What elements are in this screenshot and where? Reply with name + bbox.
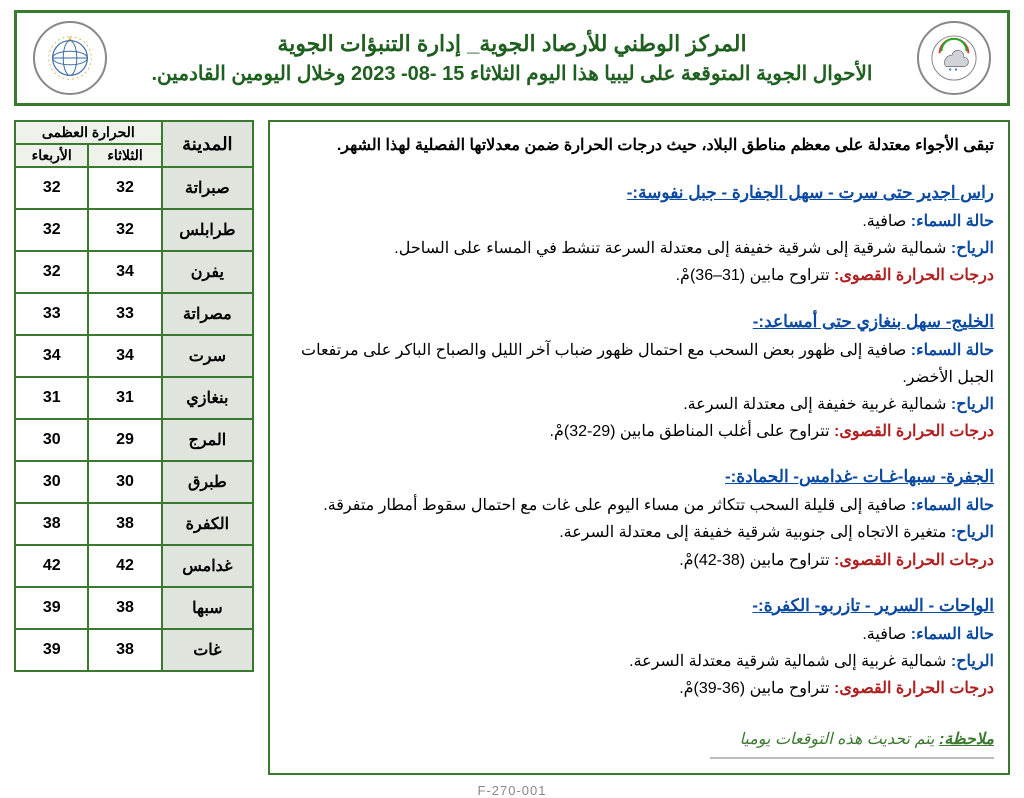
cell-day1: 32 [88,167,161,209]
region-title: الجفرة- سبها-غـات -غدامس- الحمادة: [284,463,994,492]
table-row: طرابلس3232 [15,209,253,251]
cell-day2: 39 [15,629,88,671]
cell-day2: 32 [15,167,88,209]
cell-day1: 30 [88,461,161,503]
region-wind: الرياح: شمالية شرقية إلى شرقية خفيفة إلى… [284,235,994,262]
footer-code: F-270-001 [14,783,1010,798]
header-line1: المركز الوطني للأرصاد الجوية_ إدارة التن… [107,31,917,57]
region-temp: درجات الحرارة القصوى: تتراوح مابين (36-3… [284,675,994,702]
cell-day1: 38 [88,587,161,629]
cell-day1: 33 [88,293,161,335]
table-row: بنغازي3131 [15,377,253,419]
cell-city: سرت [162,335,253,377]
table-body: صبراتة3232طرابلس3232يفرن3432مصراتة3333سر… [15,167,253,671]
cell-day2: 39 [15,587,88,629]
cell-city: سبها [162,587,253,629]
table-row: صبراتة3232 [15,167,253,209]
table-row: مصراتة3333 [15,293,253,335]
region-temp: درجات الحرارة القصوى: تتراوح على أغلب ال… [284,418,994,445]
region-block: الواحات - السرير - تازربو- الكفرة:حالة ا… [284,592,994,702]
header-box: المركز الوطني للأرصاد الجوية_ إدارة التن… [14,10,1010,106]
region-sky: حالة السماء: صافية إلى ظهور بعض السحب مع… [284,337,994,391]
table-row: سبها3839 [15,587,253,629]
table-panel: المدينة الحرارة العظمى الثلاثاء الأربعاء… [14,120,254,672]
region-wind: الرياح: شمالية غربية خفيفة إلى معتدلة ال… [284,391,994,418]
note-line: ملاحظة: يتم تحديث هذه التوقعات يوميا [284,726,994,753]
note-divider [710,757,994,759]
th-city: المدينة [162,121,253,167]
table-row: سرت3434 [15,335,253,377]
cell-day2: 42 [15,545,88,587]
th-day2: الأربعاء [15,144,88,167]
region-title: الواحات - السرير - تازربو- الكفرة: [284,592,994,621]
cell-day1: 38 [88,503,161,545]
table-row: غات3839 [15,629,253,671]
main-row: تبقى الأجواء معتدلة على معظم مناطق البلا… [14,120,1010,775]
table-row: الكفرة3838 [15,503,253,545]
cell-day1: 32 [88,209,161,251]
header-text: المركز الوطني للأرصاد الجوية_ إدارة التن… [107,31,917,86]
forecast-panel: تبقى الأجواء معتدلة على معظم مناطق البلا… [268,120,1010,775]
region-sky: حالة السماء: صافية. [284,208,994,235]
region-temp: درجات الحرارة القصوى: تتراوح مابين (31–3… [284,262,994,289]
logo-wmo-icon [33,21,107,95]
cell-city: مصراتة [162,293,253,335]
table-row: يفرن3432 [15,251,253,293]
cell-city: يفرن [162,251,253,293]
region-wind: الرياح: متغيرة الاتجاه إلى جنوبية شرقية … [284,519,994,546]
region-block: الخليج- سهل بنغازي حتى أمساعد:حالة السما… [284,308,994,446]
region-block: الجفرة- سبها-غـات -غدامس- الحمادة:حالة ا… [284,463,994,573]
cell-day1: 31 [88,377,161,419]
note-label: ملاحظة: [939,731,994,748]
temperature-table: المدينة الحرارة العظمى الثلاثاء الأربعاء… [14,120,254,672]
cell-city: طبرق [162,461,253,503]
table-row: المرج2930 [15,419,253,461]
cell-city: بنغازي [162,377,253,419]
cell-city: الكفرة [162,503,253,545]
cell-day2: 30 [15,461,88,503]
cell-city: غدامس [162,545,253,587]
region-title: الخليج- سهل بنغازي حتى أمساعد: [284,308,994,337]
cell-day2: 33 [15,293,88,335]
intro-text: تبقى الأجواء معتدلة على معظم مناطق البلا… [284,132,994,159]
logo-nmc-icon [917,21,991,95]
regions-host: راس اجدير حتى سرت - سهل الجفارة - جبل نف… [284,179,994,702]
cell-day2: 34 [15,335,88,377]
cell-day2: 32 [15,251,88,293]
cell-day2: 31 [15,377,88,419]
region-temp: درجات الحرارة القصوى: تتراوح مابين (38-4… [284,547,994,574]
cell-day2: 32 [15,209,88,251]
cell-day2: 30 [15,419,88,461]
cell-city: المرج [162,419,253,461]
cell-city: غات [162,629,253,671]
region-title: راس اجدير حتى سرت - سهل الجفارة - جبل نف… [284,179,994,208]
cell-day1: 34 [88,251,161,293]
note-text: يتم تحديث هذه التوقعات يوميا [740,731,935,748]
th-day1: الثلاثاء [88,144,161,167]
table-row: غدامس4242 [15,545,253,587]
region-sky: حالة السماء: صافية إلى قليلة السحب تتكاث… [284,492,994,519]
cell-city: طرابلس [162,209,253,251]
region-sky: حالة السماء: صافية. [284,621,994,648]
region-wind: الرياح: شمالية غربية إلى شمالية شرقية مع… [284,648,994,675]
cell-day1: 38 [88,629,161,671]
header-line2: الأحوال الجوية المتوقعة على ليبيا هذا ال… [107,61,917,86]
th-temp: الحرارة العظمى [15,121,162,144]
cell-day1: 42 [88,545,161,587]
cell-day1: 34 [88,335,161,377]
region-block: راس اجدير حتى سرت - سهل الجفارة - جبل نف… [284,179,994,289]
table-row: طبرق3030 [15,461,253,503]
cell-day1: 29 [88,419,161,461]
cell-city: صبراتة [162,167,253,209]
cell-day2: 38 [15,503,88,545]
